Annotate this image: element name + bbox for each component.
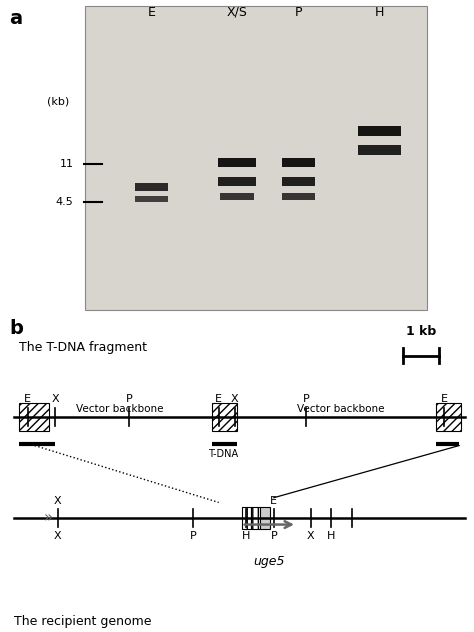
Bar: [358, 145, 401, 155]
Text: H: H: [242, 531, 250, 541]
Text: The T-DNA fragment: The T-DNA fragment: [18, 341, 146, 355]
Text: E: E: [270, 495, 277, 506]
Text: X: X: [54, 495, 62, 506]
Text: »: »: [44, 510, 53, 525]
Text: X: X: [231, 394, 238, 404]
Text: H: H: [374, 6, 384, 19]
Text: Vector backbone: Vector backbone: [297, 404, 384, 414]
Bar: [18, 403, 48, 431]
Bar: [135, 196, 168, 202]
Text: uge5: uge5: [254, 555, 285, 568]
Text: P: P: [126, 394, 132, 404]
Bar: [282, 177, 315, 186]
Bar: [282, 193, 315, 200]
Text: E: E: [215, 394, 222, 404]
Text: T-DNA: T-DNA: [208, 449, 238, 459]
Text: E: E: [24, 394, 31, 404]
Text: X: X: [54, 531, 62, 541]
Bar: [218, 177, 256, 186]
Bar: [220, 193, 254, 200]
Bar: [85, 6, 427, 310]
Text: 11: 11: [59, 159, 73, 169]
Text: E: E: [440, 394, 447, 404]
Text: The recipient genome: The recipient genome: [14, 614, 152, 628]
Text: a: a: [9, 9, 23, 28]
Bar: [282, 158, 315, 167]
Text: P: P: [271, 531, 277, 541]
Bar: [242, 507, 251, 530]
Bar: [436, 403, 462, 431]
Text: P: P: [295, 6, 302, 19]
Text: b: b: [9, 319, 23, 338]
Text: (kb): (kb): [47, 96, 70, 106]
Bar: [260, 507, 270, 530]
Bar: [212, 403, 237, 431]
Text: Vector backbone: Vector backbone: [76, 404, 164, 414]
Text: X: X: [52, 394, 59, 404]
Text: X/S: X/S: [227, 6, 247, 19]
Text: P: P: [190, 531, 197, 541]
Bar: [218, 158, 256, 167]
Bar: [135, 183, 168, 191]
Text: H: H: [327, 531, 336, 541]
Text: E: E: [148, 6, 155, 19]
Text: P: P: [303, 394, 310, 404]
Text: 4.5: 4.5: [56, 197, 73, 207]
Bar: [251, 507, 260, 530]
Text: 1 kb: 1 kb: [406, 325, 436, 339]
Text: X: X: [307, 531, 314, 541]
Bar: [358, 126, 401, 136]
